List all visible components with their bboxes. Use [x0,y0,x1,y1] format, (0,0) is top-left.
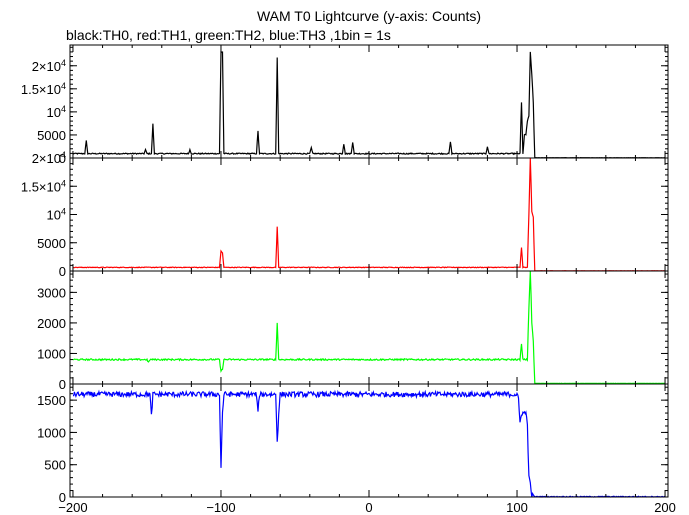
series-th1-line [72,158,665,272]
y-tick-label: 0 [59,377,66,392]
x-tick-label: −200 [58,500,87,515]
y-tick-label: 1000 [37,346,66,361]
y-tick-label: 2×104 [32,150,66,166]
series-th0-line [72,50,665,159]
series-th3-line [73,389,666,498]
y-tick-label: 5000 [37,128,66,143]
y-tick-label: 2000 [37,316,66,331]
y-tick-label: 0 [59,490,66,505]
y-tick-label: 1.5×104 [21,178,66,194]
y-tick-label: 1000 [37,425,66,440]
y-tick-label: 2×104 [32,58,66,74]
panel-th0-frame [69,44,669,159]
y-tick-label: 1.5×104 [21,81,66,97]
y-tick-label: 1500 [37,393,66,408]
y-tick-label: 0 [59,264,66,279]
x-tick-label: 100 [506,500,528,515]
panel-th3-frame [69,383,669,498]
y-tick-label: 5000 [37,236,66,251]
x-tick-label: −100 [206,500,235,515]
x-tick-label: 0 [365,500,372,515]
chart-subtitle: black:TH0, red:TH1, green:TH2, blue:TH3 … [66,27,391,43]
y-tick-label: 0 [59,151,66,166]
y-tick-label: 3000 [37,285,66,300]
y-tick-label: 500 [44,458,66,473]
panel-th1-frame [69,157,669,272]
x-tick-label: 200 [654,500,676,515]
y-tick-label: 104 [47,207,66,223]
series-th2-line [72,271,665,385]
panel-th2-frame [69,270,669,385]
y-tick-label: 104 [47,104,66,120]
chart-title: WAM T0 Lightcurve (y-axis: Counts) [256,8,482,24]
